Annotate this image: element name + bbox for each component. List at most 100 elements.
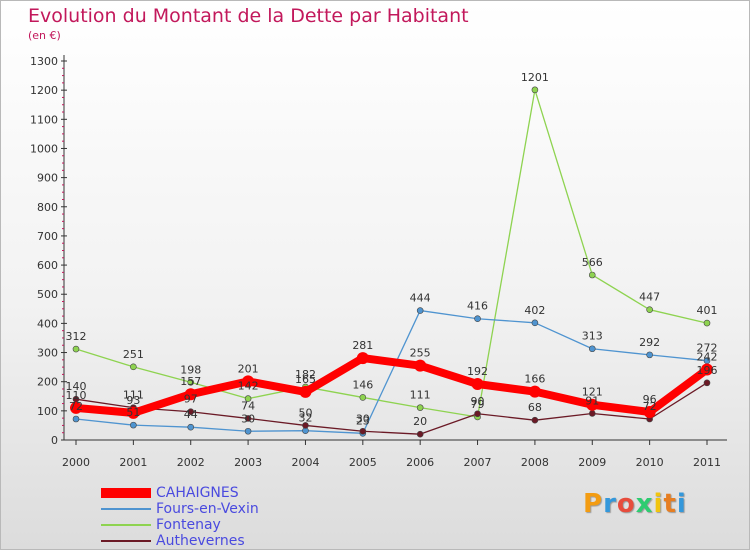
data-point: [359, 394, 367, 401]
data-point: [703, 319, 711, 327]
data-label: 111: [123, 389, 144, 402]
data-point: [586, 398, 599, 411]
data-point: [531, 319, 539, 327]
data-point: [646, 306, 653, 313]
logo-letter: i: [653, 489, 664, 519]
x-tick-label: 2001: [119, 456, 147, 469]
data-point: [588, 410, 596, 417]
y-tick-label: 500: [37, 288, 58, 301]
data-label: 242: [697, 350, 718, 363]
data-label: 50: [298, 406, 312, 419]
data-label: 416: [467, 300, 488, 313]
data-point: [187, 423, 195, 431]
data-label: 20: [413, 415, 427, 428]
data-label: 198: [180, 363, 201, 376]
data-point: [416, 430, 424, 438]
data-label: 312: [66, 330, 87, 343]
y-tick-label: 100: [37, 405, 58, 418]
data-label: 255: [410, 347, 431, 360]
data-label: 91: [585, 394, 599, 407]
y-tick-label: 1000: [30, 142, 58, 155]
data-point: [531, 416, 539, 424]
x-tick-label: 2006: [406, 456, 434, 469]
legend-swatch-fours-en-vexin: [101, 508, 151, 510]
y-tick-label: 1100: [30, 113, 58, 126]
data-label: 110: [66, 389, 87, 402]
data-point: [474, 410, 481, 418]
y-tick-label: 700: [37, 230, 58, 243]
data-label: 30: [241, 412, 255, 425]
logo-letter: r: [603, 489, 617, 519]
legend-swatch-cahaignes: [101, 488, 151, 498]
data-point: [703, 379, 711, 387]
x-tick-label: 2003: [234, 456, 262, 469]
data-label: 447: [639, 291, 660, 304]
data-label: 166: [524, 373, 545, 386]
legend-swatch-authevernes: [101, 540, 151, 542]
data-label: 30: [356, 412, 370, 425]
data-label: 51: [126, 406, 140, 419]
x-tick-label: 2005: [349, 456, 377, 469]
y-tick-label: 600: [37, 259, 58, 272]
data-label: 140: [66, 380, 87, 393]
data-label: 281: [352, 339, 373, 352]
logo-letter: t: [663, 489, 677, 519]
data-point: [359, 427, 367, 435]
data-point: [242, 375, 255, 388]
logo-letter: x: [635, 489, 654, 519]
data-label: 201: [238, 362, 259, 375]
x-tick-label: 2004: [291, 456, 319, 469]
logo-letter: P: [583, 489, 604, 519]
y-tick-label: 900: [37, 172, 58, 185]
data-label: 146: [352, 378, 373, 391]
data-label: 79: [471, 398, 485, 411]
data-label: 401: [697, 304, 718, 317]
data-label: 121: [582, 386, 603, 399]
data-point: [471, 378, 484, 391]
legend-label: CAHAIGNES: [156, 485, 239, 501]
data-point: [528, 385, 541, 398]
y-tick-label: 300: [37, 347, 58, 360]
x-tick-label: 2008: [521, 456, 549, 469]
data-point: [244, 415, 252, 422]
data-label: 96: [643, 393, 657, 406]
data-point: [244, 427, 252, 435]
data-label: 182: [295, 368, 316, 381]
data-point: [299, 385, 312, 398]
y-tick-label: 400: [37, 317, 58, 330]
data-point: [130, 421, 137, 429]
y-tick-label: 800: [37, 201, 58, 214]
data-point: [356, 352, 369, 365]
data-point: [302, 422, 309, 429]
data-point: [416, 404, 424, 411]
series-line-authevernes: [75, 382, 708, 435]
data-point: [416, 307, 424, 314]
series-line-cahaignes: [72, 354, 711, 417]
y-tick-label: 1300: [30, 55, 58, 68]
data-point: [588, 271, 596, 279]
legend-label: Authevernes: [156, 533, 245, 549]
data-point: [588, 345, 596, 353]
data-label: 72: [69, 400, 83, 413]
data-label: 32: [298, 412, 312, 425]
data-label: 93: [126, 394, 140, 407]
data-label: 111: [410, 389, 431, 402]
x-tick-label: 2000: [62, 456, 90, 469]
data-point: [72, 415, 80, 423]
data-label: 566: [582, 256, 603, 269]
data-label: 165: [295, 373, 316, 386]
data-point: [701, 363, 713, 376]
data-label: 44: [184, 408, 198, 421]
data-label: 251: [123, 348, 144, 361]
data-point: [244, 395, 252, 402]
legend-swatch-fontenay: [101, 524, 151, 526]
data-label: 68: [528, 401, 542, 414]
data-label: 142: [238, 380, 259, 393]
data-point: [184, 388, 197, 401]
data-point: [531, 86, 539, 94]
x-tick-label: 2009: [578, 456, 606, 469]
data-point: [72, 345, 80, 353]
x-tick-label: 2010: [636, 456, 664, 469]
